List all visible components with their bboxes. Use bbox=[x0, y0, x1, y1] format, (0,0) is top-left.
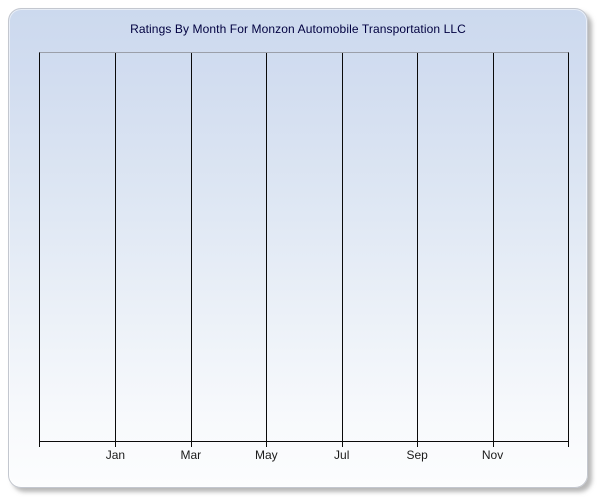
x-axis-tick bbox=[39, 441, 40, 447]
x-axis-tick bbox=[341, 441, 343, 447]
x-axis-label-jan: Jan bbox=[105, 448, 126, 462]
plot-area: Jan Mar May Jul Sep Nov bbox=[39, 52, 569, 462]
chart-title: Ratings By Month For Monzon Automobile T… bbox=[130, 22, 466, 36]
vertical-gridline bbox=[190, 53, 192, 441]
x-axis-label-jul: Jul bbox=[334, 448, 350, 462]
x-axis-tick bbox=[190, 441, 192, 447]
x-axis-tick bbox=[492, 441, 494, 447]
vertical-gridline bbox=[341, 53, 343, 441]
x-axis-tick bbox=[568, 441, 569, 447]
vertical-gridline bbox=[266, 53, 268, 441]
x-axis-label-mar: Mar bbox=[180, 448, 202, 462]
x-axis-tick bbox=[417, 441, 419, 447]
vertical-gridline bbox=[492, 53, 494, 441]
x-axis-label-nov: Nov bbox=[481, 448, 504, 462]
x-axis-tick bbox=[115, 441, 117, 447]
x-axis-label-may: May bbox=[254, 448, 278, 462]
vertical-gridline bbox=[417, 53, 419, 441]
vertical-gridline bbox=[115, 53, 117, 441]
chart-panel: Ratings By Month For Monzon Automobile T… bbox=[8, 8, 588, 488]
x-axis-tick bbox=[266, 441, 268, 447]
x-axis-label-sep: Sep bbox=[406, 448, 428, 462]
